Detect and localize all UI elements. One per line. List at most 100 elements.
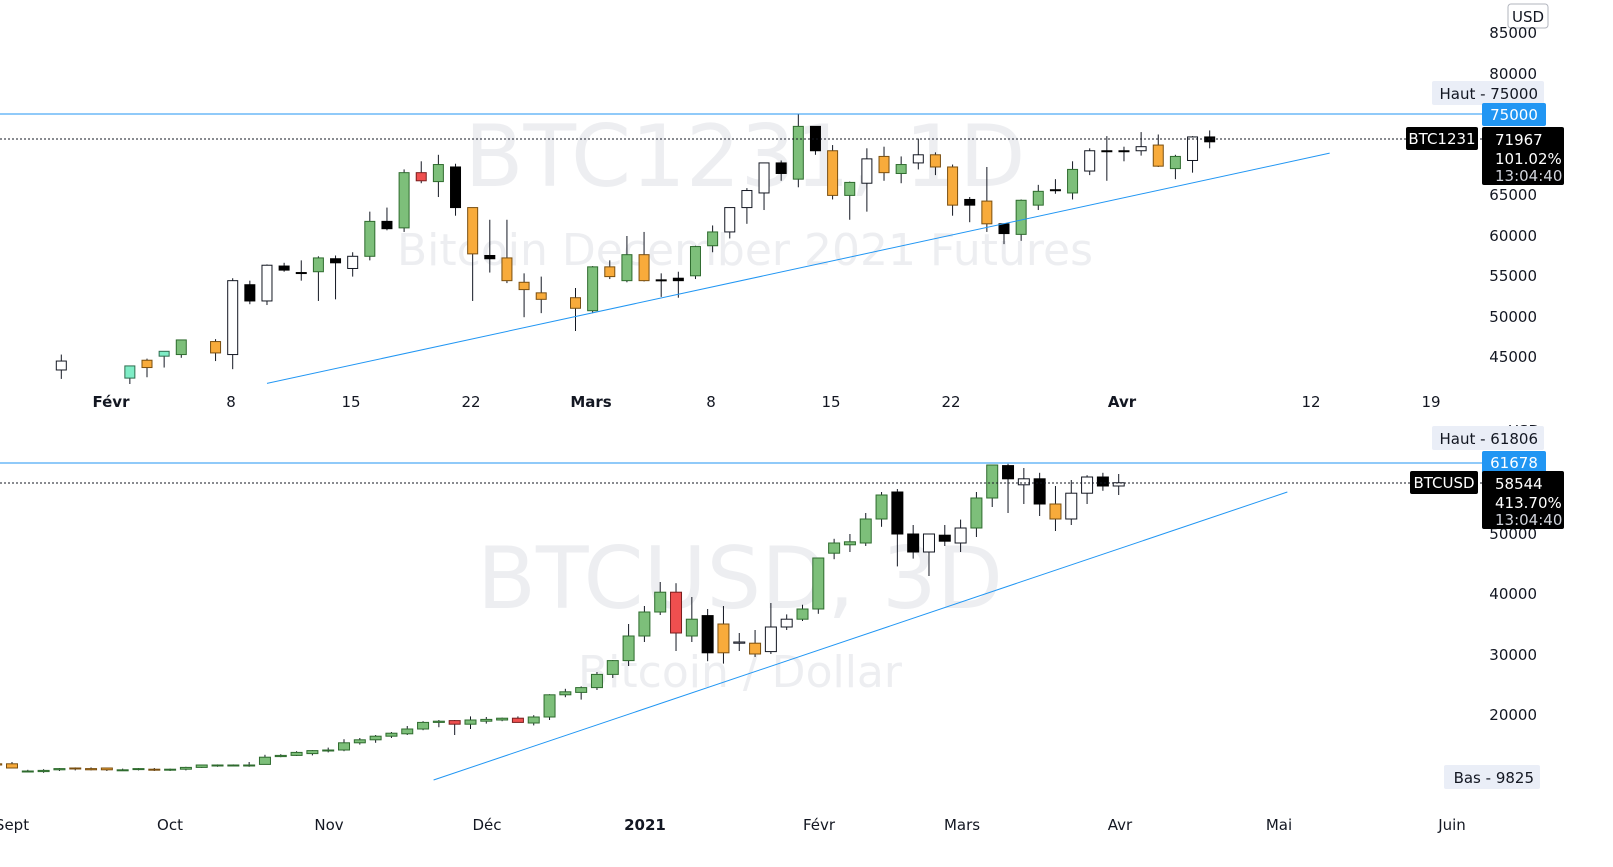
candle-body xyxy=(69,767,82,770)
candle-body xyxy=(535,292,547,300)
candle-body xyxy=(338,742,351,751)
candle xyxy=(895,156,907,184)
pane-bottom-low-tag-bg xyxy=(1444,765,1540,789)
y-tick-label: 45000 xyxy=(1489,348,1537,366)
candle xyxy=(274,754,287,758)
candle xyxy=(21,769,34,773)
candle xyxy=(1032,184,1044,211)
pane-top-candles xyxy=(55,114,1216,384)
candle-body xyxy=(274,754,287,758)
candle-body xyxy=(724,207,736,233)
x-tick-label: 12 xyxy=(1301,393,1320,411)
pane-top-watermark-description: Bitcoin December 2021 Futures xyxy=(397,225,1093,276)
candle-body xyxy=(518,281,530,291)
candle-body xyxy=(895,164,907,174)
candle xyxy=(243,762,256,767)
candle-body xyxy=(741,190,753,209)
candle-body xyxy=(861,158,873,184)
candle-body xyxy=(638,254,650,282)
pane-bottom-time-axis[interactable]: Sept Oct Nov Déc 2021 Févr Mars Avr Mai Juin xyxy=(0,816,1466,834)
candle-body xyxy=(981,200,993,225)
candle-body xyxy=(53,768,66,771)
candle-body xyxy=(496,717,509,721)
candle xyxy=(875,492,888,527)
candle-body xyxy=(448,720,461,725)
candle-body xyxy=(827,150,839,196)
candle-body xyxy=(116,769,129,772)
candle xyxy=(1017,468,1030,504)
candle-body xyxy=(37,769,50,773)
pane-bottom-countdown: 13:04:40 xyxy=(1495,511,1562,529)
candle-body xyxy=(1015,199,1027,235)
x-tick-label: Févr xyxy=(803,816,836,834)
candle-body xyxy=(1002,465,1015,480)
candle xyxy=(809,125,821,155)
candle xyxy=(278,262,290,272)
candle-body xyxy=(527,716,540,724)
candle xyxy=(179,766,192,771)
pane-bottom-last-price: 58544 xyxy=(1495,475,1543,493)
candle xyxy=(986,464,999,507)
candle xyxy=(1187,136,1199,173)
candle xyxy=(464,716,477,729)
pane-top-currency-box[interactable] xyxy=(1507,3,1549,29)
x-tick-label: Févr xyxy=(93,393,131,411)
candle-body xyxy=(322,749,335,752)
x-tick-label: Déc xyxy=(472,816,501,834)
candle xyxy=(244,280,256,305)
candle-body xyxy=(278,265,290,271)
candle xyxy=(861,148,873,212)
candle-body xyxy=(689,246,701,277)
pane-top-trendline[interactable] xyxy=(266,152,1330,384)
candle-body xyxy=(467,207,479,255)
candle xyxy=(69,767,82,771)
pane-bottom-trendline[interactable] xyxy=(433,491,1288,781)
btcusd-pane[interactable]: BTCUSD, 3D Bitcoin / Dollar xyxy=(0,462,1482,781)
candle xyxy=(312,256,324,301)
candle xyxy=(175,339,187,358)
candle xyxy=(912,138,924,170)
x-tick-label: Avr xyxy=(1108,816,1133,834)
candle xyxy=(1033,472,1046,516)
pane-bottom-symbol-tag-bg xyxy=(1410,471,1478,494)
pane-bottom-high-tag: Haut - 61806 xyxy=(1432,426,1544,450)
candle-body xyxy=(575,687,588,693)
y-tick-label: 50000 xyxy=(1489,525,1537,543)
pane-top-time-axis[interactable]: Févr 8 15 22 Mars 8 15 22 Avr 12 19 xyxy=(93,393,1441,411)
candle xyxy=(878,146,890,181)
candle-body xyxy=(398,172,410,229)
candle-body xyxy=(295,272,307,275)
pane-bottom-high-tag-text: Haut - 61806 xyxy=(1439,430,1538,448)
pane-top-resistance-tag-bg xyxy=(1482,103,1546,126)
candle xyxy=(638,231,650,282)
pane-top-symbol-tag: BTC1231 xyxy=(1406,127,1478,150)
candle xyxy=(511,716,524,723)
candle xyxy=(590,672,603,690)
candle-body xyxy=(621,254,633,282)
candle-body xyxy=(796,608,809,620)
candle xyxy=(724,207,736,239)
candle-body xyxy=(792,125,804,180)
candle xyxy=(587,266,599,314)
candle xyxy=(210,339,222,362)
candle xyxy=(575,686,588,700)
candle xyxy=(758,162,770,211)
candle-body xyxy=(938,534,951,542)
candle-body xyxy=(670,591,683,634)
candle-body xyxy=(243,764,256,767)
candle xyxy=(670,583,683,651)
candle xyxy=(843,534,856,552)
candle-body xyxy=(907,533,920,553)
y-tick-label: 50000 xyxy=(1489,308,1537,326)
candle-body xyxy=(922,533,935,553)
candle-body xyxy=(132,768,145,771)
candle xyxy=(1049,179,1061,194)
candle xyxy=(672,271,684,298)
candle xyxy=(1084,148,1096,176)
candle-body xyxy=(401,728,414,735)
pane-bottom-low-tag: Bas - 9825 xyxy=(1444,765,1540,789)
candle-body xyxy=(590,673,603,689)
candle-body xyxy=(929,154,941,168)
candle-body xyxy=(543,694,556,718)
btc1231-pane[interactable]: BTC1231, 1D Bitcoin December 2021 Future… xyxy=(0,107,1482,384)
